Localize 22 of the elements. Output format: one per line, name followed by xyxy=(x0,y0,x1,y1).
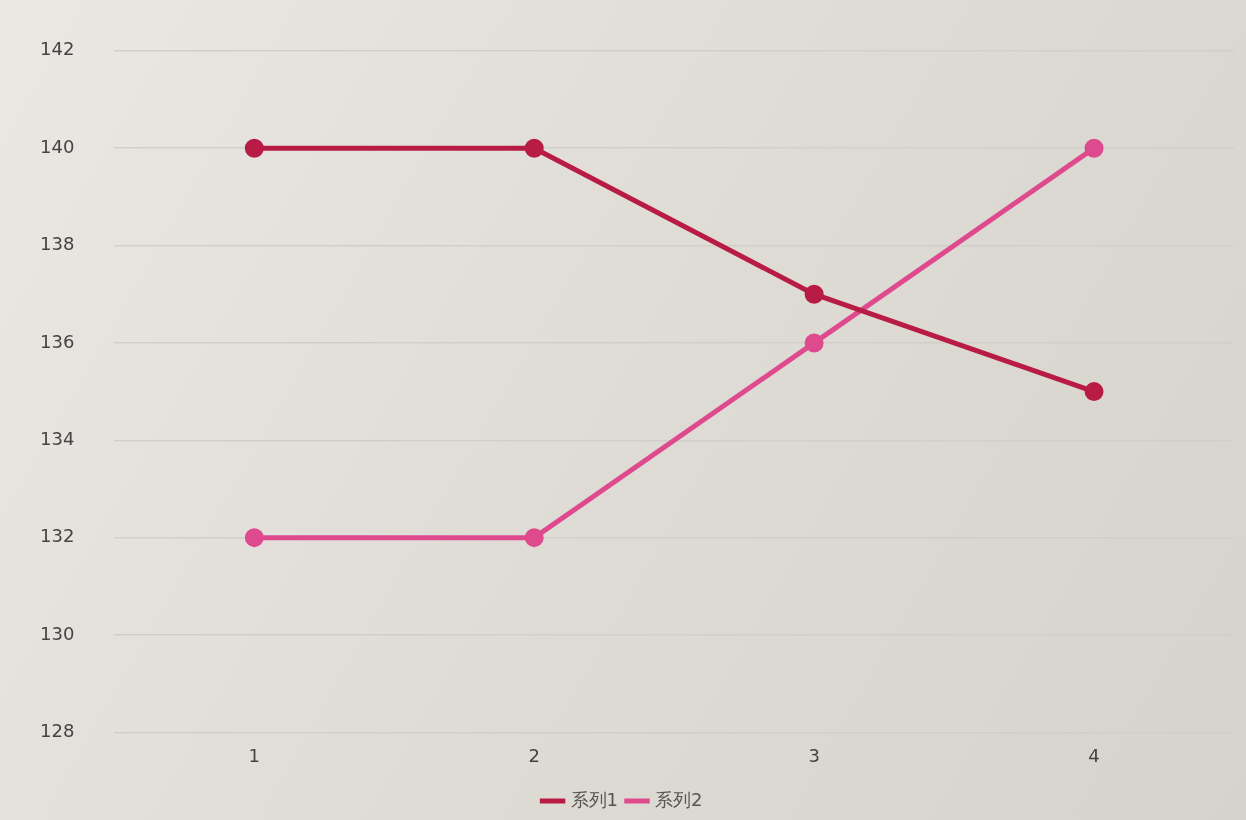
point xyxy=(1084,138,1104,158)
point xyxy=(244,138,264,158)
x-tick-label: 3 xyxy=(808,744,820,766)
y-tick-label: 134 xyxy=(40,427,75,449)
point xyxy=(804,284,824,304)
x-tick-label: 2 xyxy=(528,744,540,766)
y-tick-label: 130 xyxy=(40,622,75,644)
point xyxy=(804,333,824,353)
point xyxy=(244,528,264,548)
y-tick-label: 128 xyxy=(40,720,75,742)
point xyxy=(524,138,544,158)
legend-label: 系列1 xyxy=(570,788,618,810)
y-tick-label: 132 xyxy=(40,525,75,547)
point xyxy=(1084,382,1104,402)
x-tick-label: 1 xyxy=(248,744,261,766)
y-tick-label: 142 xyxy=(40,38,75,60)
y-tick-label: 140 xyxy=(40,135,75,157)
point xyxy=(524,528,544,548)
legend-label: 系列2 xyxy=(655,788,703,810)
y-tick-label: 138 xyxy=(40,233,75,255)
y-tick-label: 136 xyxy=(40,330,75,352)
x-tick-label: 4 xyxy=(1088,744,1100,766)
